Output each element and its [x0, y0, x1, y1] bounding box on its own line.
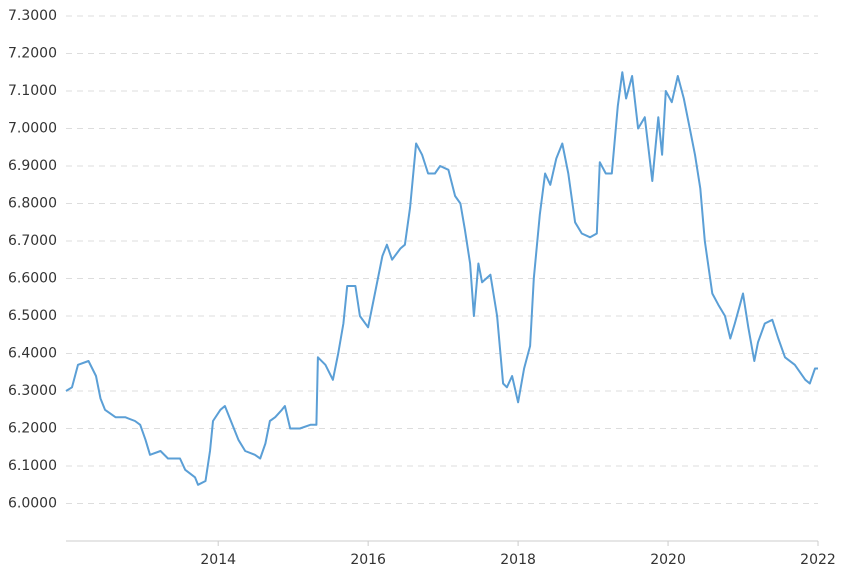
- y-tick-label: 6.2000: [8, 421, 57, 437]
- y-tick-label: 7.3000: [8, 8, 57, 24]
- y-tick-label: 6.4000: [8, 346, 57, 362]
- x-tick-label: 2020: [650, 552, 686, 568]
- line: [65, 71, 818, 486]
- y-tick-label: 6.9000: [8, 158, 57, 174]
- y-tick-label: 6.7000: [8, 233, 57, 249]
- y-tick-label: 6.6000: [8, 271, 57, 287]
- x-tick-label: 2014: [200, 552, 236, 568]
- x-tick-label: 2022: [800, 552, 836, 568]
- y-tick-label: 7.0000: [8, 121, 57, 137]
- y-tick-label: 7.1000: [8, 83, 57, 99]
- y-tick-label: 6.5000: [8, 308, 57, 324]
- x-tick-label: 2016: [350, 552, 386, 568]
- x-tick-label: 2018: [500, 552, 536, 568]
- y-tick-label: 6.0000: [8, 496, 57, 512]
- y-tick-label: 6.1000: [8, 458, 57, 474]
- y-tick-label: 6.8000: [8, 196, 57, 212]
- y-tick-label: 7.2000: [8, 46, 57, 62]
- y-tick-label: 6.3000: [8, 383, 57, 399]
